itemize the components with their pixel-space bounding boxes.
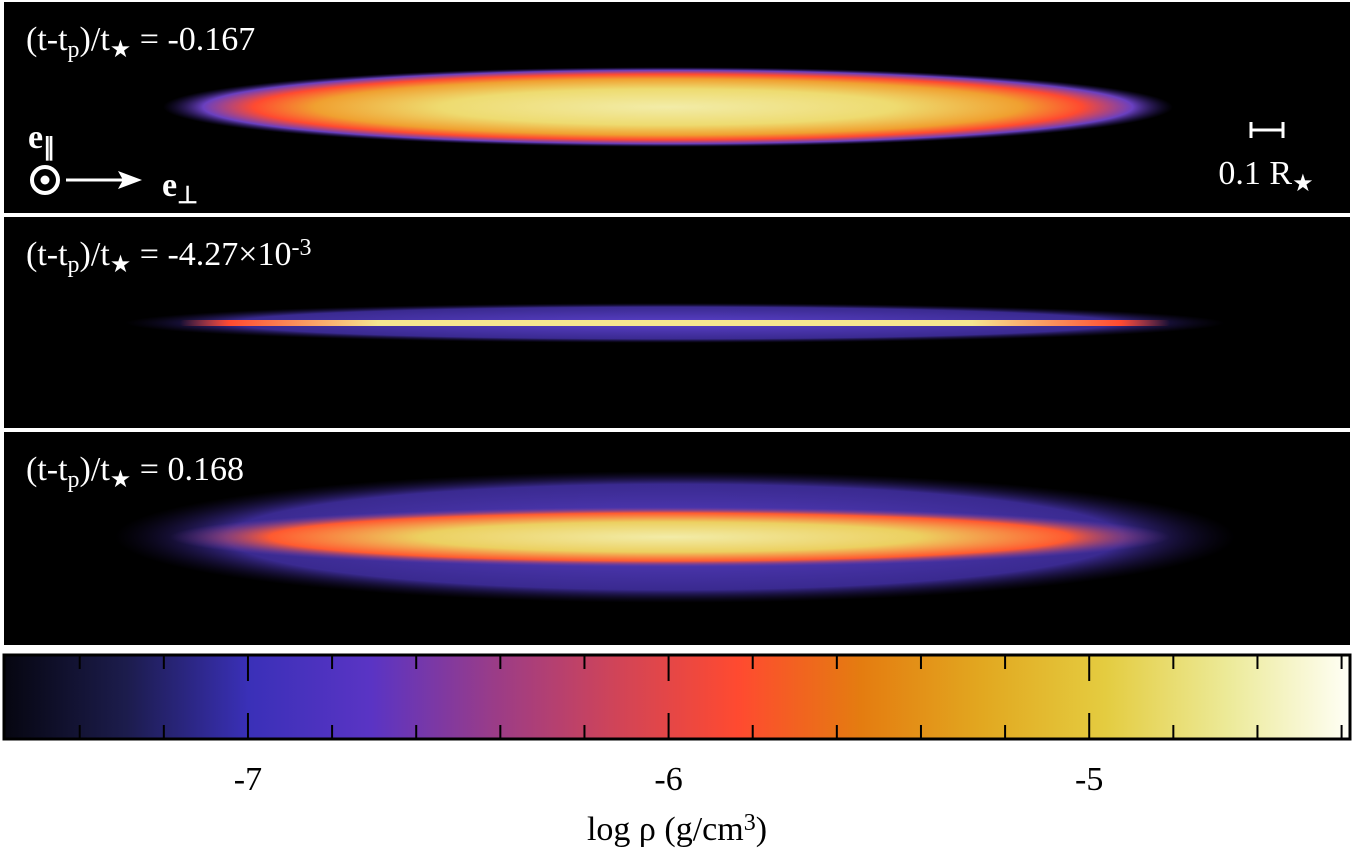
label-part: ) <box>756 811 767 848</box>
tick-label: -6 <box>654 761 682 798</box>
label-part: (t-t <box>26 236 68 273</box>
label-part: ★ <box>1292 171 1314 197</box>
label: (t-tp)/t★ = -4.27×10-3 <box>26 235 311 277</box>
density-map <box>170 507 1170 567</box>
label-part: -3 <box>291 235 311 261</box>
label-part: ★ <box>110 37 132 63</box>
scale-bar <box>1249 122 1285 138</box>
label: e⊥ <box>162 167 198 209</box>
label-part: p <box>68 252 80 278</box>
label-part: )/t <box>80 451 111 488</box>
axis-symbol <box>30 165 60 195</box>
label-part: (t-t <box>26 451 68 488</box>
label-part: ⊥ <box>177 183 198 209</box>
axis-symbol <box>40 175 50 185</box>
colorbar <box>2 653 1352 741</box>
label-part: = -4.27×10 <box>131 236 291 273</box>
label: (t-tp)/t★ = 0.168 <box>26 451 244 493</box>
label-part: = 0.168 <box>131 451 244 488</box>
tick-label: -7 <box>234 761 262 798</box>
label: (t-tp)/t★ = -0.167 <box>26 21 255 63</box>
label-part: log ρ (g/cm <box>587 811 744 848</box>
label-part: ★ <box>110 467 132 493</box>
axis-arrow <box>118 171 142 189</box>
label-part: e <box>162 167 177 204</box>
label-part: e <box>28 119 43 156</box>
label-part: 0.1 R <box>1218 155 1292 192</box>
label-part: p <box>68 37 80 63</box>
label-part: ∥ <box>43 135 55 161</box>
label-part: p <box>68 467 80 493</box>
label: e∥ <box>28 119 55 161</box>
label-part: ★ <box>110 252 132 278</box>
label: log ρ (g/cm3) <box>587 810 767 848</box>
label-part: = -0.167 <box>131 21 255 58</box>
label-part: )/t <box>80 21 111 58</box>
label: 0.1 R★ <box>1218 155 1313 197</box>
label-part: )/t <box>80 236 111 273</box>
label-part: 3 <box>744 810 756 836</box>
density-map <box>180 320 1170 326</box>
density-map <box>163 67 1173 147</box>
tick-label: -5 <box>1075 761 1103 798</box>
label-part: (t-t <box>26 21 68 58</box>
